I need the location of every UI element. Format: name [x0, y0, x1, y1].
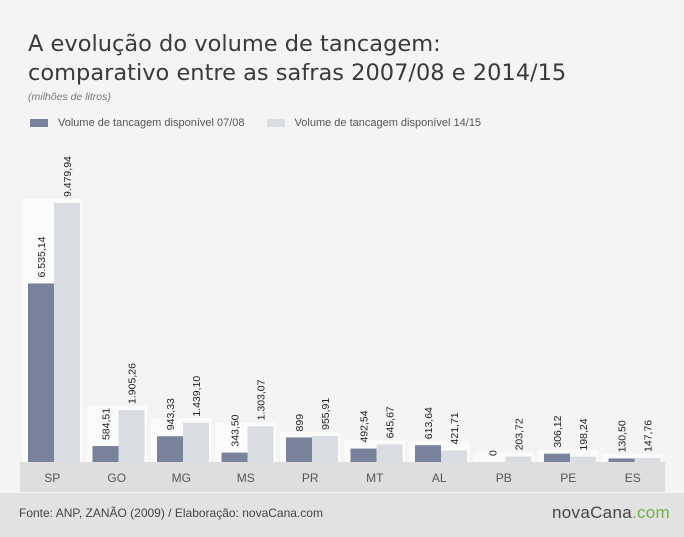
data-label-1415: 645,67 — [385, 406, 397, 438]
chart-title: A evolução do volume de tancagem: compar… — [28, 30, 566, 88]
data-label-0708: 584,51 — [101, 408, 113, 440]
legend-item-0708: Volume de tancagem disponível 07/08 — [30, 117, 245, 129]
legend-swatch-1415 — [266, 119, 285, 127]
legend-label-1415: Volume de tancagem disponível 14/15 — [294, 117, 482, 129]
legend-swatch-0708 — [30, 119, 48, 127]
bar-0708 — [92, 446, 119, 462]
x-tick-label: MT — [366, 471, 384, 485]
data-label-0708: 130,50 — [617, 420, 629, 452]
legend-item-1415: Volume de tancagem disponível 14/15 — [266, 117, 482, 129]
data-label-1415: 421,71 — [449, 412, 461, 444]
bar-0708 — [608, 458, 635, 462]
bar-chart: 6.535,14 9.479,94 584,51 1.905,26 943,33 1.43… — [20, 156, 665, 492]
data-label-1415: 1.439,10 — [191, 376, 203, 417]
bar-1415 — [183, 422, 209, 462]
data-label-1415: 9.479,94 — [62, 156, 74, 197]
bar-1415 — [54, 203, 80, 462]
brand-logo: novaCana.com — [552, 503, 670, 523]
bar-group-panel — [473, 452, 534, 462]
data-label-0708: 899 — [294, 414, 306, 432]
x-tick-label: MS — [237, 471, 255, 485]
source-note: Fonte: ANP, ZANÃO (2009) / Elaboração: n… — [19, 506, 323, 520]
bar-1415 — [312, 435, 338, 462]
chart-title-line-1: A evolução do volume de tancagem: — [28, 31, 441, 57]
data-label-0708: 613,64 — [423, 407, 435, 439]
x-axis-band — [20, 462, 665, 492]
bar-1415 — [376, 444, 403, 462]
x-tick-label: MG — [172, 471, 191, 485]
data-label-0708: 6.535,14 — [36, 236, 48, 277]
bar-0708 — [286, 437, 312, 462]
data-label-0708: 492,54 — [359, 410, 371, 442]
bar-0708 — [28, 283, 54, 462]
x-tick-label: PB — [496, 471, 512, 485]
chart-subtitle: (milhões de litros) — [28, 91, 111, 103]
data-label-0708: 306,12 — [552, 415, 564, 447]
data-label-1415: 147,76 — [643, 420, 655, 452]
x-tick-label: PR — [302, 471, 319, 485]
data-label-1415: 198,24 — [578, 418, 590, 450]
brand-name: novaCana — [552, 503, 632, 522]
data-label-0708: 0 — [488, 450, 500, 456]
bar-1415 — [118, 409, 145, 462]
data-label-1415: 955,91 — [320, 398, 332, 430]
chart-title-line-2: comparativo entre as safras 2007/08 e 20… — [28, 60, 567, 86]
bar-0708 — [544, 453, 570, 462]
bar-0708 — [157, 436, 183, 462]
bar-0708 — [415, 445, 441, 462]
bar-group-panel — [602, 453, 663, 462]
legend-label-0708: Volume de tancagem disponível 07/08 — [58, 117, 245, 129]
x-tick-label: ES — [625, 471, 641, 485]
data-label-0708: 343,50 — [230, 414, 242, 446]
data-label-0708: 943,33 — [165, 398, 177, 430]
x-tick-label: PE — [560, 471, 576, 485]
bar-1415 — [570, 456, 596, 462]
bar-1415 — [441, 450, 467, 462]
brand-domain: .com — [631, 503, 670, 522]
x-tick-label: GO — [107, 471, 126, 485]
chart-legend: Volume de tancagem disponível 07/08 Volu… — [30, 117, 481, 129]
bar-1415 — [505, 456, 532, 462]
data-label-1415: 1.303,07 — [256, 379, 268, 420]
footer: Fonte: ANP, ZANÃO (2009) / Elaboração: n… — [0, 493, 684, 537]
data-label-1415: 203,72 — [514, 418, 526, 450]
bar-0708 — [221, 452, 248, 462]
data-label-1415: 1.905,26 — [127, 363, 139, 404]
x-tick-label: AL — [432, 471, 447, 485]
x-tick-label: SP — [44, 471, 60, 485]
bar-1415 — [247, 426, 274, 462]
bar-1415 — [634, 457, 661, 462]
bar-0708 — [350, 448, 377, 462]
